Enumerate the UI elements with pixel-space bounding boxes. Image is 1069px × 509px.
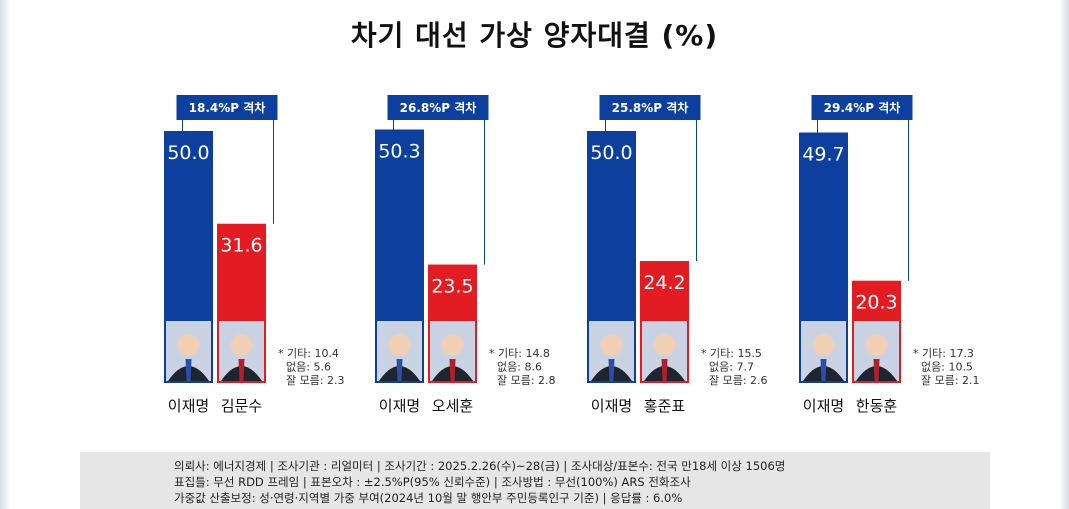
other-responses-note: * 기타: 10.4 xyxy=(278,347,339,360)
other-responses-note: 없음: 7.7 xyxy=(709,361,754,374)
survey-info-line-3: 가중값 산출보정: 성·연령·지역별 가중 부여(2024년 10월 말 행안부… xyxy=(174,491,683,505)
candidate-name: 홍준표 xyxy=(644,397,686,415)
candidate-tie xyxy=(661,359,668,381)
other-responses-note: 없음: 5.6 xyxy=(286,361,331,374)
candidate-face xyxy=(441,334,464,356)
candidate-name: 이재명 xyxy=(803,397,844,415)
other-responses-note: * 기타: 17.3 xyxy=(913,347,974,360)
data-label: 49.7 xyxy=(802,144,844,166)
candidate-name: 이재명 xyxy=(591,397,632,415)
candidate-name: 한동훈 xyxy=(856,397,897,415)
other-responses-note: 잘 모름: 2.1 xyxy=(921,374,980,387)
gap-badge xyxy=(599,95,701,120)
left-edge-shade xyxy=(0,0,10,509)
right-edge-shade xyxy=(1059,0,1069,509)
candidate-tie xyxy=(608,359,615,381)
other-responses-note: 잘 모름: 2.8 xyxy=(497,374,556,387)
gap-badge xyxy=(176,95,278,120)
data-label: 50.3 xyxy=(378,140,420,162)
candidate-name: 이재명 xyxy=(379,397,420,415)
candidate-tie xyxy=(238,359,245,381)
chart-area: 18.4%P 격차 50.0 이재명 31.6 김문수 * 기타: 10.4없음: 5.6… xyxy=(164,95,980,415)
candidate-tie xyxy=(820,359,827,381)
candidate-face xyxy=(600,334,623,356)
data-label: 50.0 xyxy=(167,142,209,164)
candidate-face xyxy=(653,334,676,356)
gap-label: 18.4%P 격차 xyxy=(189,100,266,115)
data-label: 20.3 xyxy=(855,292,897,314)
gap-label: 26.8%P 격차 xyxy=(400,100,477,115)
other-responses-note: * 기타: 15.5 xyxy=(701,347,762,360)
chart-title: 차기 대선 가상 양자대결 (%) xyxy=(350,19,719,52)
other-responses-note: 잘 모름: 2.6 xyxy=(709,374,768,387)
survey-info-line-1: 의뢰사: 에너지경제 | 조사기관 : 리얼미터 | 조사기간 : 2025.2… xyxy=(174,459,786,473)
gap-label: 29.4%P 격차 xyxy=(824,100,901,115)
candidate-face xyxy=(812,334,835,356)
candidate-face xyxy=(177,334,200,356)
other-responses-note: * 기타: 14.8 xyxy=(489,347,550,360)
data-label: 24.2 xyxy=(643,272,685,294)
data-label: 23.5 xyxy=(431,276,473,298)
candidate-name: 이재명 xyxy=(168,397,209,415)
candidate-tie xyxy=(185,359,192,381)
other-responses-note: 없음: 8.6 xyxy=(497,361,542,374)
data-label: 31.6 xyxy=(220,235,262,257)
gap-label: 25.8%P 격차 xyxy=(612,100,689,115)
candidate-name: 김문수 xyxy=(221,397,262,415)
candidate-face xyxy=(865,334,888,356)
candidate-face xyxy=(230,334,253,356)
candidate-face xyxy=(388,334,411,356)
gap-badge xyxy=(387,95,489,120)
survey-info-box: 의뢰사: 에너지경제 | 조사기관 : 리얼미터 | 조사기간 : 2025.2… xyxy=(80,452,990,509)
candidate-name: 오세훈 xyxy=(432,397,473,415)
other-responses-note: 없음: 10.5 xyxy=(921,361,973,374)
data-label: 50.0 xyxy=(590,142,632,164)
candidate-tie xyxy=(449,359,456,381)
gap-badge xyxy=(811,95,913,120)
survey-info-line-2: 표집틀: 무선 RDD 프레임 | 표본오차 : ±2.5%P(95% 신뢰수준… xyxy=(174,475,691,489)
other-responses-note: 잘 모름: 2.3 xyxy=(286,374,345,387)
candidate-tie xyxy=(396,359,403,381)
candidate-tie xyxy=(873,359,880,381)
